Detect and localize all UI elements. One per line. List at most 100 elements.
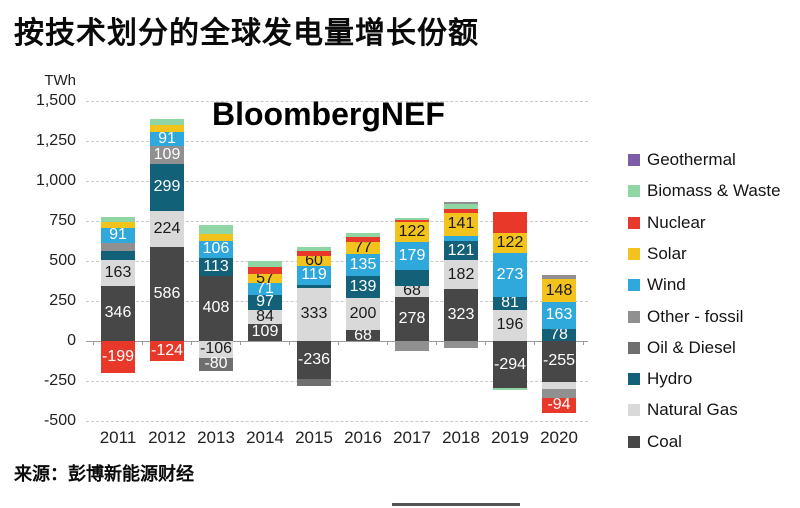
legend-item-wind: Wind	[628, 275, 686, 295]
segment-2016-coal: 68	[346, 327, 380, 343]
legend-swatch-solar	[628, 247, 640, 260]
segment-2014-nuclear	[248, 266, 282, 275]
x-tick-label-2016: 2016	[344, 428, 382, 447]
segment-2018-biomass	[444, 203, 478, 209]
segment-2016-natgas: 200	[346, 298, 380, 331]
segment-value-label: 121	[447, 241, 475, 259]
segment-2018-coal: 323	[444, 289, 478, 341]
legend-item-nuclear: Nuclear	[628, 213, 706, 233]
segment-2019-biomass	[493, 388, 527, 391]
gridline-500	[86, 261, 588, 262]
segment-2015-oil	[297, 378, 331, 386]
segment-2020-natgas	[542, 381, 576, 389]
gridline-750	[86, 221, 588, 222]
segment-value-label: 196	[496, 316, 524, 334]
segment-2015-coal: -236	[297, 341, 331, 379]
y-tick-label: 1,000	[35, 172, 76, 189]
segment-value-label: 273	[496, 265, 524, 283]
segment-value-label: 163	[545, 306, 573, 324]
segment-2020-solar: 148	[542, 278, 576, 303]
segment-2012-natgas: 224	[150, 211, 184, 248]
segment-2015-solar: 60	[297, 252, 331, 268]
legend-label: Natural Gas	[647, 400, 738, 420]
y-tick-label: -250	[43, 372, 76, 389]
segment-2011-wind: 91	[101, 227, 135, 243]
legend-label: Solar	[647, 243, 687, 263]
segment-2016-solar: 77	[346, 240, 380, 256]
y-tick-label: 500	[49, 252, 76, 269]
gridline-1500	[86, 101, 588, 102]
segment-2018-wind	[444, 235, 478, 241]
segment-value-label: 113	[203, 257, 229, 275]
segment-value-label: 97	[256, 293, 274, 311]
segment-value-label: 323	[447, 306, 475, 324]
segment-2012-solar	[150, 125, 184, 132]
x-tick-label-2011: 2011	[99, 428, 137, 447]
legend-swatch-biomass	[628, 185, 640, 198]
legend-item-natgas: Natural Gas	[628, 400, 738, 420]
legend-item-other: Other - fossil	[628, 307, 743, 327]
segment-2012-nuclear: -124	[150, 341, 184, 361]
x-tick-label-2020: 2020	[540, 428, 578, 447]
segment-2019-wind: 273	[493, 253, 527, 297]
legend-item-biomass: Biomass & Waste	[628, 181, 781, 201]
segment-value-label: -294	[493, 355, 527, 373]
segment-2015-hydro	[297, 284, 331, 288]
legend-swatch-coal	[628, 435, 640, 448]
legend-item-coal: Coal	[628, 432, 682, 452]
segment-2019-coal: -294	[493, 341, 527, 389]
segment-value-label: 333	[300, 305, 328, 323]
segment-2014-solar: 57	[248, 270, 282, 286]
segment-2014-wind: 71	[248, 280, 282, 296]
segment-value-label: 163	[104, 263, 132, 281]
segment-2014-biomass	[248, 261, 282, 267]
segment-2017-natgas: 68	[395, 282, 429, 300]
x-tick-label-2014: 2014	[246, 428, 284, 447]
y-tick-label: 750	[49, 212, 76, 229]
segment-2011-other	[101, 242, 135, 251]
legend-label: Biomass & Waste	[647, 181, 781, 201]
segment-2011-natgas: 163	[101, 259, 135, 286]
segment-2011-nuclear: -199	[101, 341, 135, 373]
segment-2018-other	[444, 341, 478, 349]
segment-2017-nuclear	[395, 220, 429, 223]
segment-2016-nuclear	[346, 237, 380, 242]
segment-2017-hydro	[395, 270, 429, 286]
legend-label: Oil & Diesel	[647, 337, 736, 357]
segment-value-label: 119	[301, 266, 327, 284]
segment-value-label: -124	[150, 341, 184, 359]
x-axis-tick	[436, 341, 437, 345]
segment-2012-wind: 91	[150, 130, 184, 146]
segment-2015-natgas: 333	[297, 287, 331, 341]
legend-swatch-nuclear	[628, 216, 640, 229]
segment-value-label: 141	[447, 215, 475, 233]
segment-value-label: 346	[104, 304, 132, 322]
segment-2013-biomass	[199, 225, 233, 235]
segment-2017-solar: 122	[395, 222, 429, 242]
segment-2018-nuclear	[444, 208, 478, 213]
segment-2013-solar	[199, 234, 233, 241]
segment-2011-coal: 346	[101, 285, 135, 341]
x-axis-tick	[93, 341, 94, 345]
segment-2018-other	[444, 201, 478, 204]
segment-2012-other: 109	[150, 145, 184, 164]
segment-2013-natgas: -106	[199, 341, 233, 358]
segment-value-label: 109	[251, 323, 279, 341]
segment-value-label: 68	[403, 282, 421, 300]
segment-value-label: 81	[501, 294, 519, 312]
legend-label: Coal	[647, 431, 682, 451]
gridline--250	[86, 381, 588, 382]
legend-swatch-hydro	[628, 373, 640, 386]
segment-2017-wind: 179	[395, 241, 429, 271]
segment-2017-coal: 278	[395, 296, 429, 341]
segment-value-label: 182	[447, 265, 475, 283]
segment-2020-other	[542, 389, 576, 398]
segment-2020-other	[542, 274, 576, 279]
segment-2019-natgas: 196	[493, 309, 527, 341]
legend-label: Other - fossil	[647, 306, 744, 326]
x-tick-label-2012: 2012	[148, 428, 186, 447]
source-caption: 来源：彭博新能源财经	[14, 464, 194, 484]
bloombergnef-watermark: BloombergNEF	[212, 96, 445, 132]
segment-value-label: 109	[153, 145, 181, 163]
